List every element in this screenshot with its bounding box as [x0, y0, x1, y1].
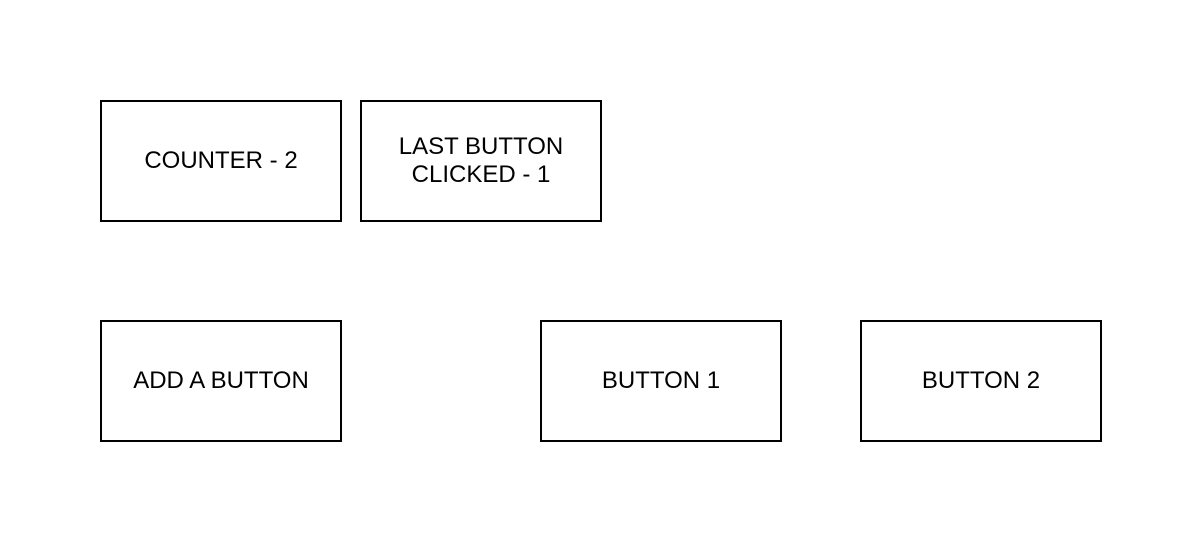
last-button-clicked-display: LAST BUTTON CLICKED - 1 [360, 100, 602, 222]
button-1[interactable]: BUTTON 1 [540, 320, 782, 442]
button-2[interactable]: BUTTON 2 [860, 320, 1102, 442]
add-a-button-button[interactable]: ADD A BUTTON [100, 320, 342, 442]
counter-display: COUNTER - 2 [100, 100, 342, 222]
